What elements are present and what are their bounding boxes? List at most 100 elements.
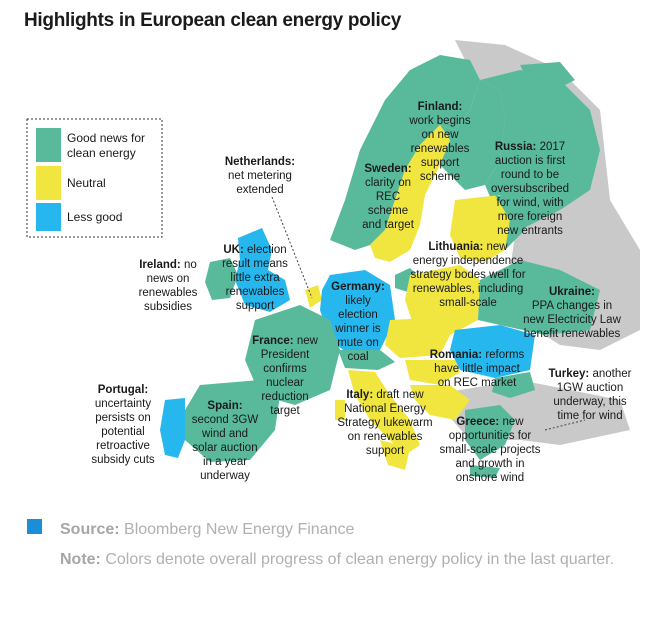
svg-text:more foreign: more foreign bbox=[498, 211, 563, 223]
poland-shape bbox=[405, 265, 480, 335]
svg-text:renewables: renewables bbox=[139, 287, 198, 299]
sicily-shape bbox=[380, 440, 410, 470]
callout-france: France: new President confirms nuclear r… bbox=[252, 335, 319, 417]
south-east bbox=[385, 318, 535, 478]
svg-text:persists on: persists on bbox=[95, 412, 151, 424]
legend-good-label-2: clean energy bbox=[67, 146, 136, 160]
svg-text:Ukraine:: Ukraine: bbox=[549, 286, 595, 298]
svg-text:support: support bbox=[236, 300, 275, 312]
svg-text:uncertainty: uncertainty bbox=[95, 398, 152, 410]
svg-text:Netherlands:: Netherlands: bbox=[225, 156, 295, 168]
note-label: Note: bbox=[60, 551, 101, 568]
svg-text:Italy: draft new: Italy: draft new bbox=[346, 389, 424, 401]
svg-text:extended: extended bbox=[236, 184, 283, 196]
svg-text:retroactive: retroactive bbox=[96, 440, 150, 452]
svg-text:confirms: confirms bbox=[263, 363, 307, 375]
legend-less-good-label: Less good bbox=[67, 210, 122, 224]
svg-text:clarity on: clarity on bbox=[365, 177, 411, 189]
svg-text:Finland:: Finland: bbox=[418, 101, 463, 113]
svg-text:support: support bbox=[421, 157, 460, 169]
legend-less-good-swatch bbox=[36, 203, 61, 231]
callout-greece: Greece: new opportunities for small-scal… bbox=[440, 416, 541, 484]
svg-text:National Energy: National Energy bbox=[344, 403, 426, 415]
source-label: Source: bbox=[60, 521, 120, 538]
austria-shape bbox=[338, 350, 395, 370]
source-line: Source: Bloomberg New Energy Finance bbox=[60, 515, 640, 545]
svg-text:and target: and target bbox=[362, 219, 415, 231]
svg-text:winner is: winner is bbox=[334, 323, 381, 335]
svg-text:renewables: renewables bbox=[411, 143, 470, 155]
svg-text:PPA changes in: PPA changes in bbox=[532, 300, 612, 312]
svg-text:target: target bbox=[270, 405, 300, 417]
svg-text:likely: likely bbox=[345, 295, 371, 307]
callout-germany: Germany: likely election winner is mute … bbox=[331, 281, 385, 363]
svg-text:and growth in: and growth in bbox=[455, 458, 524, 470]
svg-text:coal: coal bbox=[347, 351, 368, 363]
svg-text:news on: news on bbox=[147, 273, 190, 285]
svg-text:on renewables: on renewables bbox=[348, 431, 423, 443]
note-line: Note: Colors denote overall progress of … bbox=[60, 545, 640, 575]
western-europe bbox=[160, 228, 420, 470]
finland-shape bbox=[440, 80, 505, 190]
svg-text:reduction: reduction bbox=[261, 391, 308, 403]
svg-text:subsidy cuts: subsidy cuts bbox=[91, 454, 155, 466]
svg-text:Lithuania: new: Lithuania: new bbox=[428, 241, 508, 253]
callout-romania: Romania: reforms have little impact on R… bbox=[430, 349, 525, 389]
callout-finland: Finland: work begins on new renewables s… bbox=[408, 101, 471, 183]
callout-russia: Russia: 2017 auction is first round to b… bbox=[491, 141, 569, 237]
note-text: Colors denote overall progress of clean … bbox=[105, 551, 615, 568]
svg-text:small-scale: small-scale bbox=[439, 297, 497, 309]
svg-text:small-scale projects: small-scale projects bbox=[440, 444, 541, 456]
svg-text:time for wind: time for wind bbox=[557, 410, 622, 422]
leader-lines bbox=[271, 196, 586, 431]
svg-text:nuclear: nuclear bbox=[266, 377, 304, 389]
norway-shape bbox=[330, 55, 480, 250]
svg-text:underway: underway bbox=[200, 470, 250, 482]
legend-neutral-swatch bbox=[36, 166, 61, 200]
scandinavia bbox=[330, 55, 505, 292]
svg-text:work begins: work begins bbox=[408, 115, 471, 127]
germany-shape bbox=[320, 270, 395, 355]
svg-text:wind and: wind and bbox=[201, 428, 248, 440]
svg-text:round to be: round to be bbox=[501, 169, 559, 181]
svg-text:for wind, with: for wind, with bbox=[496, 197, 563, 209]
svg-text:subsidies: subsidies bbox=[144, 301, 192, 313]
svg-text:in a year: in a year bbox=[203, 456, 247, 468]
svg-text:Turkey: another: Turkey: another bbox=[549, 368, 632, 380]
portugal-shape bbox=[160, 398, 185, 458]
svg-text:renewables: renewables bbox=[226, 286, 285, 298]
europe-map: Good news for clean energy Neutral Less … bbox=[26, 40, 640, 484]
greece-shape bbox=[465, 405, 515, 460]
baltics-shape bbox=[450, 195, 510, 262]
ukraine-shape bbox=[478, 260, 600, 335]
svg-text:renewables, including: renewables, including bbox=[413, 283, 524, 295]
svg-text:new entrants: new entrants bbox=[497, 225, 563, 237]
svg-text:on new: on new bbox=[421, 129, 459, 141]
svg-text:scheme: scheme bbox=[420, 171, 460, 183]
belarus-shape bbox=[495, 195, 525, 250]
svg-text:Portugal:: Portugal: bbox=[98, 384, 148, 396]
crete-shape bbox=[470, 465, 500, 478]
callout-uk: UK: election result means little extra r… bbox=[222, 244, 288, 312]
svg-text:REC: REC bbox=[376, 191, 400, 203]
svg-text:Romania: reforms: Romania: reforms bbox=[430, 349, 525, 361]
source-bullet bbox=[27, 519, 42, 534]
callout-ukraine: Ukraine: PPA changes in new Electricity … bbox=[523, 286, 621, 340]
footer: Source: Bloomberg New Energy Finance Not… bbox=[60, 515, 640, 575]
hungary-shape bbox=[405, 360, 460, 385]
sweden-shape bbox=[370, 125, 450, 262]
svg-text:result means: result means bbox=[222, 258, 288, 270]
svg-text:Sweden:: Sweden: bbox=[364, 163, 411, 175]
callout-spain: Spain: second 3GW wind and solar auction… bbox=[192, 400, 259, 482]
svg-text:UK: election: UK: election bbox=[223, 244, 286, 256]
legend-neutral-label: Neutral bbox=[67, 176, 106, 190]
svg-text:opportunities for: opportunities for bbox=[449, 430, 532, 442]
czech-slovakia-shape bbox=[385, 318, 450, 358]
uk-shape bbox=[235, 228, 290, 312]
svg-text:1GW auction: 1GW auction bbox=[557, 382, 623, 394]
svg-text:potential: potential bbox=[101, 426, 144, 438]
svg-text:mute on: mute on bbox=[337, 337, 379, 349]
netherlands-shape bbox=[305, 285, 322, 308]
svg-text:solar auction: solar auction bbox=[192, 442, 257, 454]
svg-text:net metering: net metering bbox=[228, 170, 292, 182]
